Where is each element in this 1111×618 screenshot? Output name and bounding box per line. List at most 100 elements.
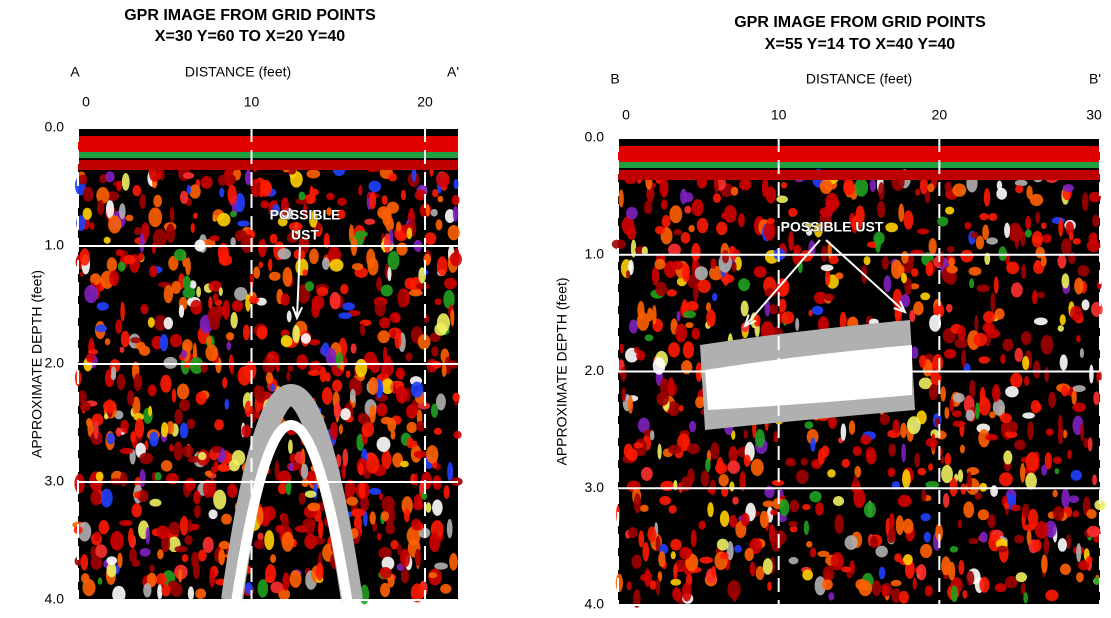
reflection [952, 420, 966, 428]
reflection [854, 178, 869, 197]
reflection [137, 252, 145, 262]
reflection [687, 443, 700, 455]
reflection [394, 332, 402, 349]
ust-reflection [705, 345, 912, 410]
reflection [917, 467, 927, 476]
reflection [341, 462, 347, 480]
reflection [1033, 539, 1042, 552]
reflection [805, 222, 812, 229]
reflection [413, 494, 423, 506]
reflection [626, 581, 632, 591]
reflection [417, 402, 431, 410]
reflection [452, 206, 459, 222]
reflection [103, 399, 117, 414]
reflection [187, 519, 193, 533]
reflection [641, 246, 648, 256]
reflection [155, 572, 167, 586]
reflection [332, 379, 343, 393]
reflection [1023, 375, 1030, 386]
reflection [436, 256, 448, 276]
reflection [200, 175, 213, 189]
reflection [159, 334, 169, 352]
reflection [647, 526, 657, 543]
reflection [835, 272, 844, 280]
x-tick-label: 20 [932, 107, 948, 123]
reflection [1042, 233, 1053, 244]
reflection [428, 572, 438, 579]
reflection [788, 557, 799, 565]
reflection [302, 518, 317, 530]
reflection [133, 373, 143, 392]
reflection [963, 501, 975, 518]
reflection [342, 448, 349, 467]
reflection [132, 185, 142, 197]
reflection [809, 547, 817, 558]
reflection [85, 353, 95, 363]
reflection [403, 508, 410, 523]
reflection [1006, 261, 1020, 275]
reflection [217, 174, 228, 186]
reflection [139, 469, 146, 488]
reflection [213, 489, 227, 510]
reflection [179, 422, 189, 439]
reflection [229, 210, 237, 218]
reflection [241, 424, 252, 438]
reflection [94, 544, 108, 559]
reflection [351, 508, 366, 517]
reflection [182, 444, 194, 458]
reflection [659, 177, 669, 198]
reflection [161, 535, 171, 552]
reflection [802, 503, 811, 511]
reflection [112, 585, 126, 603]
reflection [897, 494, 912, 508]
reflection [390, 539, 399, 550]
reflection [1076, 543, 1082, 563]
reflection [131, 503, 142, 518]
reflection [944, 452, 952, 466]
reflection [382, 207, 392, 227]
reflection [97, 577, 103, 585]
reflection [1031, 230, 1043, 248]
reflection [1054, 468, 1060, 475]
reflection [1081, 299, 1090, 311]
reflection [1062, 183, 1074, 193]
reflection [77, 390, 87, 404]
reflection [1071, 390, 1077, 405]
reflection [960, 249, 974, 263]
reflection [168, 521, 181, 536]
reflection [630, 239, 637, 258]
reflection [189, 357, 204, 374]
reflection [844, 535, 858, 550]
chart-title: GPR IMAGE FROM GRID POINTS [124, 7, 376, 24]
reflection [780, 182, 788, 189]
reflection [202, 536, 214, 554]
reflection [869, 178, 877, 193]
reflection [119, 346, 125, 353]
reflection [159, 169, 165, 181]
reflection [1020, 331, 1032, 346]
reflection [1025, 215, 1032, 230]
reflection [763, 221, 776, 241]
reflection [1048, 391, 1057, 408]
reflection [1000, 354, 1006, 364]
reflection [945, 303, 953, 313]
reflection [887, 467, 896, 478]
reflection [828, 254, 839, 265]
reflection [828, 592, 835, 601]
reflection [762, 558, 773, 575]
reflection [161, 584, 171, 597]
reflection [257, 579, 269, 598]
reflection [767, 581, 772, 591]
reflection [788, 207, 798, 217]
reflection [813, 223, 823, 238]
reflection [860, 434, 872, 445]
reflection [800, 457, 808, 466]
reflection [206, 336, 212, 346]
reflection [383, 346, 388, 364]
reflection [1023, 592, 1029, 604]
reflection [973, 332, 987, 347]
reflection [389, 312, 401, 323]
reflection [1086, 525, 1101, 538]
reflection [451, 194, 460, 206]
reflection [963, 363, 971, 373]
